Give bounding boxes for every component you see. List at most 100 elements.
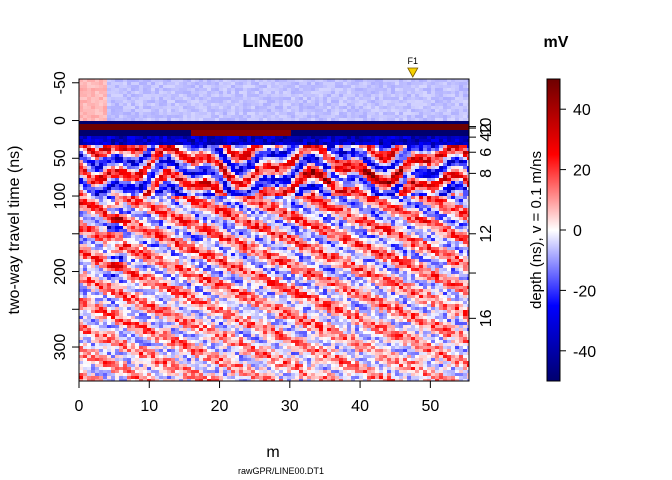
heatmap-cell [203,265,208,269]
heatmap-cell [255,241,260,245]
heatmap-cell [259,364,264,368]
heatmap-cell [79,151,84,155]
heatmap-cell [127,151,132,155]
heatmap-cell [143,367,148,371]
heatmap-cell [147,250,152,254]
heatmap-cell [263,265,268,269]
heatmap-cell [271,274,276,278]
heatmap-cell [195,205,200,209]
heatmap-cell [179,112,184,116]
heatmap-cell [203,370,208,374]
heatmap-cell [179,91,184,95]
heatmap-cell [251,163,256,167]
heatmap-cell [227,184,232,188]
heatmap-cell [271,181,276,185]
heatmap-cell [247,364,252,368]
heatmap-cell [191,127,196,131]
heatmap-cell [275,154,280,158]
heatmap-cell [139,373,144,377]
heatmap-cell [219,364,224,368]
heatmap-cell [191,355,196,359]
heatmap-cell [123,160,128,164]
heatmap-cell [267,262,272,266]
heatmap-cell [251,208,256,212]
heatmap-cell [195,139,200,143]
heatmap-cell [211,193,216,197]
heatmap-cell [223,226,228,230]
heatmap-cell [215,145,220,149]
heatmap-cell [219,82,224,86]
heatmap-cell [259,169,264,173]
heatmap-cell [239,214,244,218]
heatmap-cell [239,187,244,191]
heatmap-cell [231,175,236,179]
heatmap-cell [155,241,160,245]
heatmap-cell [223,301,228,305]
heatmap-cell [143,370,148,374]
heatmap-cell [163,124,168,128]
heatmap-cell [183,319,188,323]
heatmap-cell [187,214,192,218]
heatmap-cell [259,286,264,290]
heatmap-cell [259,349,264,353]
heatmap-cell [215,148,220,152]
heatmap-cell [263,208,268,212]
heatmap-cell [203,373,208,377]
heatmap-cell [211,142,216,146]
heatmap-cell [215,91,220,95]
heatmap-cell [271,295,276,299]
heatmap-cell [107,319,112,323]
heatmap-cell [275,202,280,206]
heatmap-cell [183,376,188,380]
heatmap-cell [103,142,108,146]
heatmap-cell [255,136,260,140]
heatmap-cell [167,208,172,212]
heatmap-cell [83,259,88,263]
heatmap-cell [91,214,96,218]
heatmap-cell [131,133,136,137]
heatmap-cell [171,205,176,209]
heatmap-cell [99,247,104,251]
heatmap-cell [187,307,192,311]
heatmap-cell [255,361,260,365]
heatmap-cell [227,118,232,122]
heatmap-cell [143,112,148,116]
heatmap-cell [115,127,120,131]
heatmap-cell [235,322,240,326]
heatmap-cell [131,154,136,158]
heatmap-cell [247,160,252,164]
heatmap-cell [211,337,216,341]
heatmap-cell [199,343,204,347]
heatmap-cell [143,163,148,167]
heatmap-cell [247,289,252,293]
heatmap-cell [167,346,172,350]
heatmap-cell [183,241,188,245]
heatmap-cell [211,274,216,278]
heatmap-cell [267,376,272,380]
heatmap-cell [79,346,84,350]
heatmap-cell [135,178,140,182]
heatmap-cell [83,328,88,332]
heatmap-cell [231,88,236,92]
heatmap-cell [119,226,124,230]
heatmap-cell [179,205,184,209]
heatmap-cell [223,94,228,98]
heatmap-cell [99,145,104,149]
heatmap-cell [203,358,208,362]
heatmap-cell [175,250,180,254]
heatmap-cell [179,235,184,239]
heatmap-cell [91,265,96,269]
heatmap-cell [195,361,200,365]
heatmap-cell [139,364,144,368]
heatmap-cell [135,184,140,188]
heatmap-cell [183,313,188,317]
heatmap-cell [211,235,216,239]
heatmap-cell [155,283,160,287]
heatmap-cell [207,379,212,381]
heatmap-cell [175,310,180,314]
heatmap-cell [163,157,168,161]
heatmap-cell [231,178,236,182]
heatmap-cell [251,187,256,191]
heatmap-cell [227,94,232,98]
heatmap-cell [219,310,224,314]
